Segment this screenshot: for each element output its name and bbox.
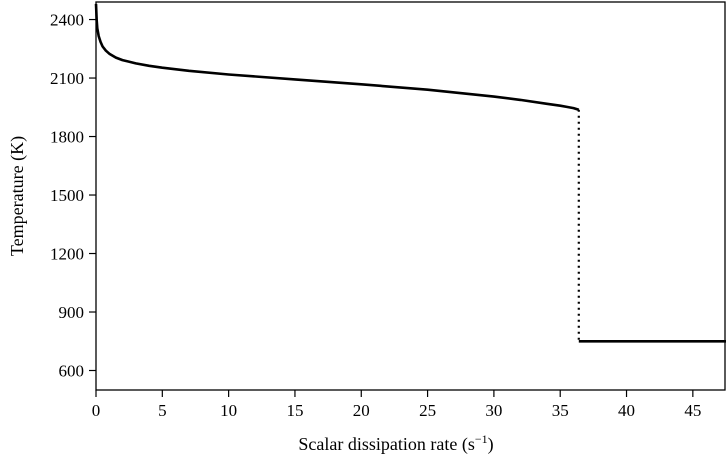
y-tick-label: 2400	[50, 11, 84, 30]
x-axis-title-suffix: )	[488, 434, 494, 455]
x-tick-label: 40	[618, 401, 635, 420]
x-tick-label: 15	[286, 401, 303, 420]
series-group	[94, 3, 726, 343]
x-axis-title-exponent: −1	[475, 432, 488, 446]
x-axis-title-text: Scalar dissipation rate (s	[298, 434, 474, 455]
x-tick-label: 35	[552, 401, 569, 420]
x-tick-label: 25	[419, 401, 436, 420]
y-tick-label: 2100	[50, 69, 84, 88]
y-tick-label: 900	[59, 303, 85, 322]
x-tick-label: 45	[684, 401, 701, 420]
x-tick-label: 20	[353, 401, 370, 420]
x-tick-label: 30	[485, 401, 502, 420]
x-tick-label: 10	[220, 401, 237, 420]
y-tick-label: 1800	[50, 128, 84, 147]
x-axis: 0 5 10 15 20 25 30 35 40 45	[92, 390, 701, 420]
y-tick-label: 600	[59, 362, 85, 381]
x-tick-label: 0	[92, 401, 101, 420]
x-axis-title: Scalar dissipation rate (s−1)	[298, 432, 493, 455]
plot-border	[95, 1, 726, 391]
y-tick-label: 1200	[50, 245, 84, 264]
series-line-1	[94, 3, 580, 112]
x-tick-label: 5	[158, 401, 167, 420]
y-tick-label: 1500	[50, 186, 84, 205]
y-axis-title: Temperature (K)	[7, 136, 28, 256]
y-axis: 600 900 1200 1500 1800 2100 2400	[50, 11, 96, 381]
plot-frame	[95, 1, 726, 391]
